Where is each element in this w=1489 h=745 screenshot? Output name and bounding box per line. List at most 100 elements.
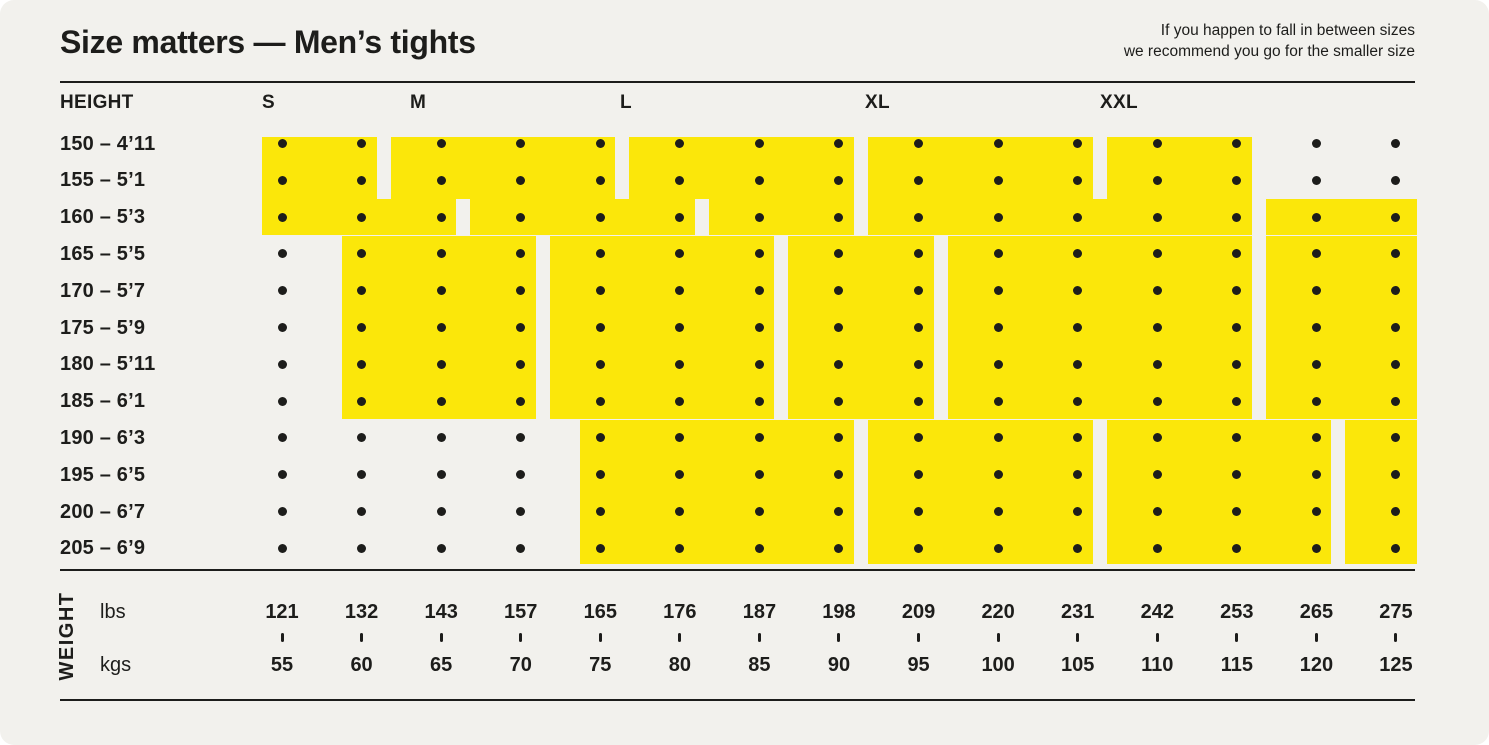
- grid-dot: [754, 212, 764, 222]
- grid-dot: [834, 396, 844, 406]
- weight-lbs-value: 176: [663, 601, 697, 623]
- grid-dot: [516, 470, 526, 480]
- size-region-l: [788, 309, 934, 346]
- size-region-m: [580, 493, 854, 530]
- grid-dot: [595, 359, 605, 369]
- grid-dot: [436, 212, 446, 222]
- grid-dot: [993, 470, 1003, 480]
- size-region-m: [549, 235, 775, 273]
- weight-lbs-value: 231: [1061, 601, 1095, 623]
- weight-tick: [598, 633, 602, 642]
- size-region-xl: [867, 137, 1093, 162]
- grid-dot: [914, 359, 924, 369]
- grid-dot: [914, 175, 924, 185]
- grid-dot: [675, 543, 685, 553]
- grid-dot: [993, 249, 1003, 259]
- grid-dot: [754, 249, 764, 259]
- grid-dot: [1391, 249, 1401, 259]
- weight-lbs-value: 265: [1299, 601, 1334, 623]
- weight-tick: [360, 633, 364, 642]
- size-region-l: [867, 456, 1093, 494]
- weight-tick: [1394, 633, 1398, 642]
- grid-dot: [516, 139, 526, 148]
- grid-dot: [834, 139, 844, 148]
- grid-dot: [595, 249, 605, 259]
- size-region-m: [580, 456, 854, 494]
- grid-dot: [357, 212, 367, 222]
- weight-kgs-value: 80: [668, 654, 691, 676]
- size-region-xl: [867, 161, 1093, 199]
- size-region-m: [549, 309, 775, 346]
- size-header-l: L: [620, 92, 632, 113]
- grid-dot: [754, 139, 764, 148]
- grid-dot: [516, 323, 526, 332]
- weight-kgs-value: 75: [589, 654, 612, 676]
- grid-dot: [1152, 139, 1162, 148]
- grid-dot: [754, 359, 764, 369]
- grid-dot: [1232, 286, 1242, 296]
- weight-kgs-value: 120: [1299, 654, 1334, 676]
- grid-dot: [1073, 507, 1083, 516]
- size-header-xxl: XXL: [1100, 92, 1138, 113]
- grid-dot: [1232, 507, 1242, 516]
- size-region-m: [549, 382, 775, 420]
- footer-divider-bottom: [60, 699, 1415, 701]
- sizing-note: If you happen to fall in between sizes w…: [1124, 21, 1415, 62]
- grid-dot: [1391, 543, 1401, 553]
- grid-dot: [1073, 323, 1083, 332]
- grid-dot: [595, 323, 605, 332]
- grid-dot: [1311, 286, 1321, 296]
- grid-dot: [277, 286, 287, 296]
- size-region-l: [788, 382, 934, 420]
- weight-kgs-value: 95: [907, 654, 930, 676]
- weight-kgs-value: 110: [1141, 654, 1174, 676]
- grid-dot: [436, 433, 446, 443]
- grid-dot: [516, 175, 526, 185]
- grid-dot: [1391, 470, 1401, 480]
- grid-dot: [1232, 323, 1242, 332]
- grid-dot: [516, 396, 526, 406]
- size-region-xxl: [1106, 137, 1252, 162]
- height-row-label: 200 – 6’7: [60, 500, 146, 523]
- size-region-m: [470, 198, 695, 236]
- size-region-l: [867, 529, 1093, 564]
- grid-dot: [834, 359, 844, 369]
- grid-dot: [834, 543, 844, 553]
- grid-dot: [1311, 212, 1321, 222]
- grid-dot: [1232, 433, 1242, 443]
- grid-dot: [754, 507, 764, 516]
- size-header-m: M: [410, 92, 427, 113]
- grid-dot: [834, 507, 844, 516]
- weight-tick: [1155, 633, 1159, 642]
- grid-dot: [1073, 139, 1083, 148]
- grid-dot: [1152, 396, 1162, 406]
- grid-dot: [1073, 396, 1083, 406]
- grid-dot: [1152, 470, 1162, 480]
- grid-dot: [1152, 323, 1162, 332]
- height-row-label: 190 – 6’3: [60, 426, 146, 449]
- size-region-xl: [1106, 493, 1332, 530]
- grid-dot: [436, 286, 446, 296]
- grid-dot: [1391, 433, 1401, 443]
- grid-dot: [1152, 212, 1162, 222]
- height-column-header: HEIGHT: [60, 92, 134, 113]
- weight-tick: [996, 633, 1000, 642]
- grid-dot: [1391, 507, 1401, 516]
- grid-dot: [993, 433, 1003, 443]
- weight-kgs-value: 125: [1379, 654, 1413, 676]
- size-header-xl: XL: [865, 92, 890, 113]
- grid-dot: [1152, 359, 1162, 369]
- size-region-l: [708, 198, 854, 236]
- grid-dot: [754, 396, 764, 406]
- grid-dot: [357, 249, 367, 259]
- weight-lbs-value: 165: [583, 601, 617, 623]
- weight-tick: [519, 633, 523, 642]
- weight-lbs-value: 242: [1140, 601, 1174, 623]
- grid-dot: [1073, 286, 1083, 296]
- grid-dot: [993, 359, 1003, 369]
- size-region-xxl: [1106, 161, 1252, 199]
- grid-dot: [277, 359, 287, 369]
- size-region-l: [788, 235, 934, 273]
- lbs-unit-label: lbs: [100, 601, 126, 623]
- grid-dot: [277, 175, 287, 185]
